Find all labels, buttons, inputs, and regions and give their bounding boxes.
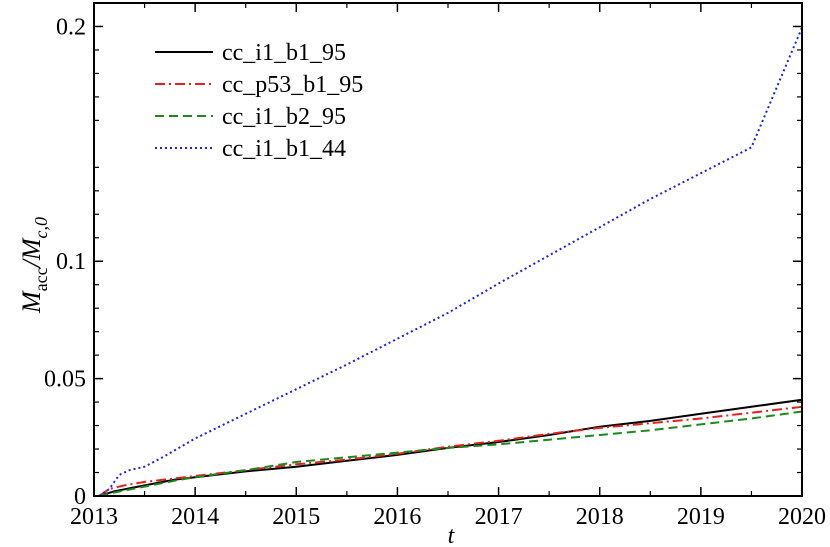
y-axis-label: Macc/Mc,0: [17, 217, 51, 314]
series-layer: [98, 27, 803, 497]
legend-label: cc_i1_b1_95: [222, 40, 346, 66]
series-line-cc_p53_b1_95: [98, 405, 803, 497]
y-axis-label-sub2: c,0: [31, 217, 51, 239]
x-tick-label: 2014: [171, 504, 219, 530]
x-tick-label: 2019: [677, 504, 725, 530]
legend-label: cc_p53_b1_95: [222, 72, 363, 98]
x-tick-label: 2016: [373, 504, 421, 530]
legend: cc_i1_b1_95 cc_p53_b1_95 cc_i1_b2_95 cc_i1_…: [155, 40, 363, 162]
y-tick-label: 0.2: [56, 14, 86, 40]
legend-label: cc_i1_b1_44: [222, 136, 346, 162]
legend-label: cc_i1_b2_95: [222, 104, 346, 130]
y-axis-label-main: M: [17, 290, 46, 314]
x-axis-label: t: [448, 523, 456, 547]
y-axis-label-main2: M: [17, 237, 46, 261]
x-tick-label: 2020: [778, 504, 826, 530]
plot-frame: [93, 2, 803, 497]
y-tick-label: 0.05: [44, 367, 86, 393]
y-tick-label: 0.1: [56, 249, 86, 275]
x-tick-label: 2013: [70, 504, 118, 530]
series-line-cc_i1_b1_95: [98, 398, 803, 497]
tick-group: 2013 2014 2015 2016 2017 2018 2019 2020 0 0.05 0.1…: [44, 3, 826, 530]
x-tick-label: 2015: [272, 504, 320, 530]
x-tick-label: 2017: [475, 504, 523, 530]
x-tick-label: 2018: [576, 504, 624, 530]
series-line-cc_i1_b1_44: [98, 27, 803, 497]
y-axis-label-sub1: acc: [31, 267, 51, 291]
y-axis-label-slash: /: [17, 257, 46, 269]
y-tick-label: 0: [74, 484, 86, 510]
series-line-cc_i1_b2_95: [98, 410, 803, 497]
